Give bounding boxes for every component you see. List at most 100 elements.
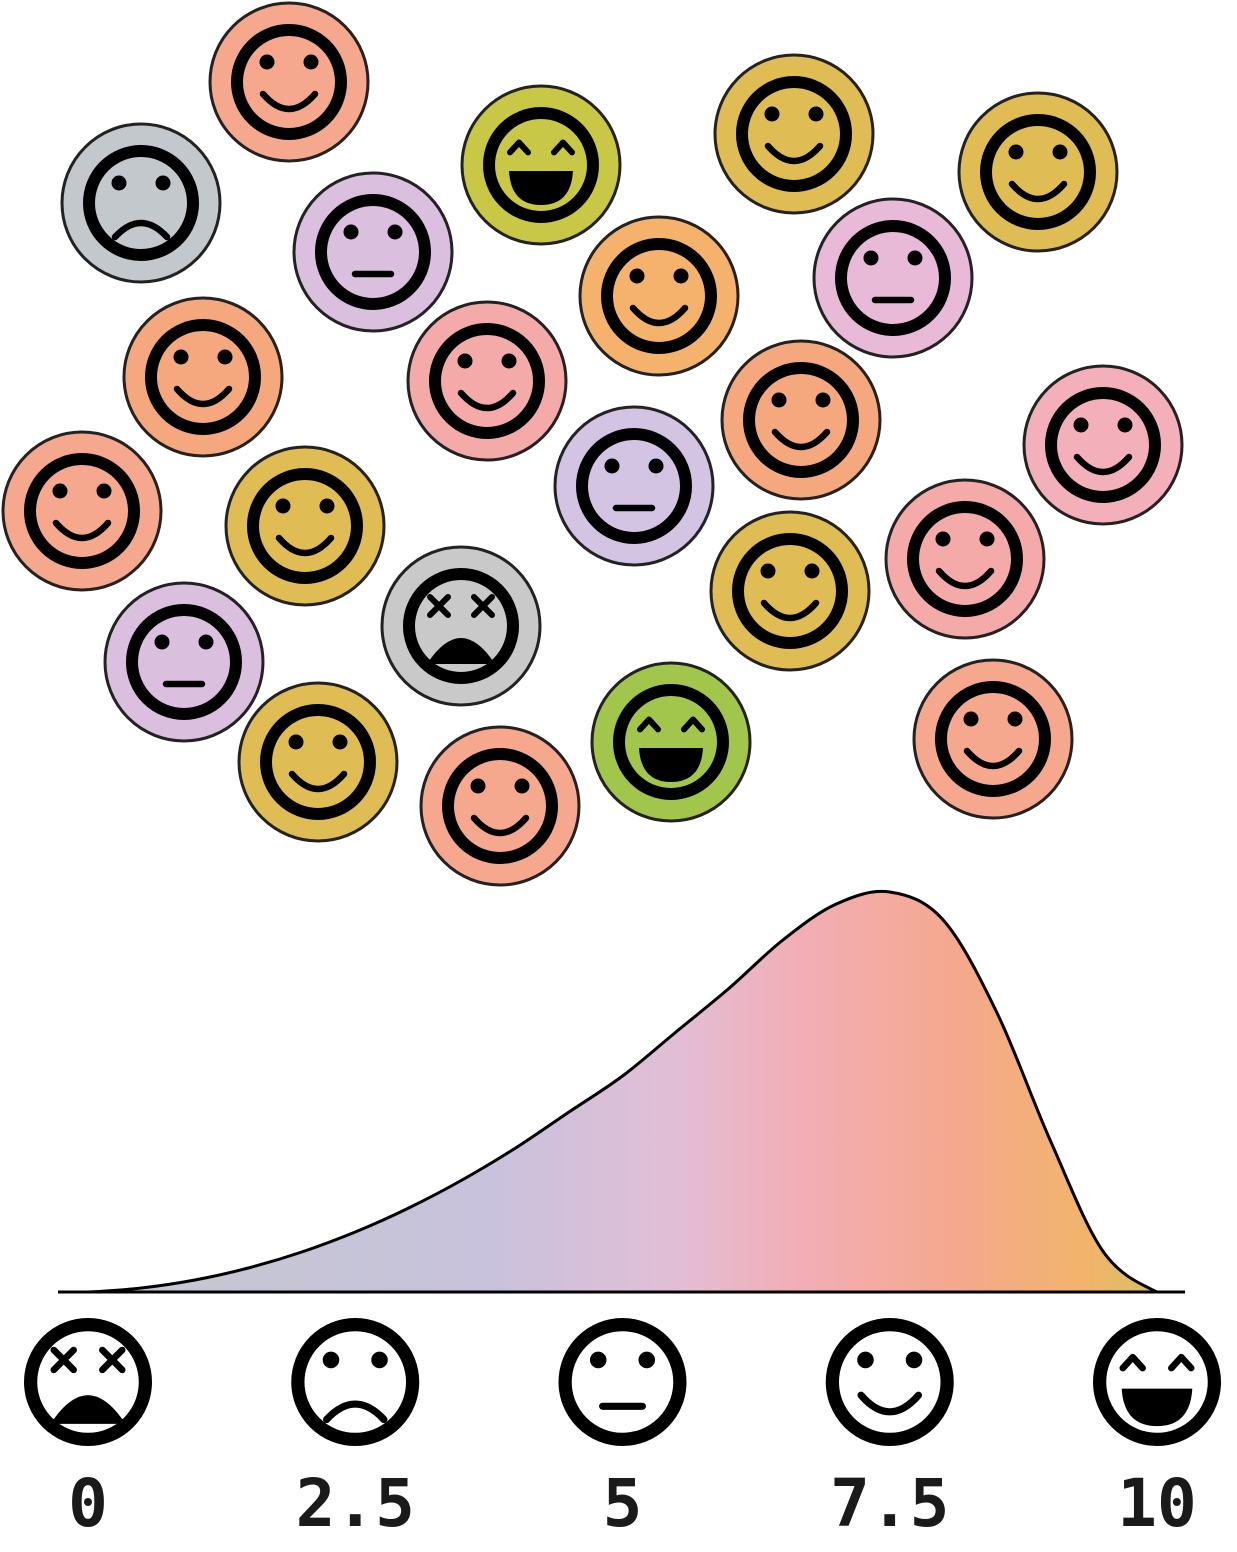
- rating-5-eye: [1052, 144, 1068, 160]
- rating-face-smile: [419, 725, 581, 887]
- rating-4-ring: [736, 76, 852, 192]
- rating-11-eye: [1073, 417, 1089, 433]
- rating-face-smile: [224, 445, 386, 607]
- rating-22-mouth: [963, 747, 1023, 770]
- rating-19-mouth: [288, 770, 348, 793]
- rating-0-ring: [231, 24, 347, 140]
- rating-12-eye: [96, 483, 112, 499]
- tick-2-eye: [589, 1351, 607, 1369]
- x-tick-label: 7.5: [830, 1465, 949, 1542]
- sad-face-icon: [291, 1318, 420, 1447]
- rating-9-eye: [457, 353, 473, 369]
- rating-7-ring: [835, 220, 951, 336]
- rating-10-eye: [771, 392, 787, 408]
- rating-20-eye: [470, 778, 486, 794]
- rating-19-eye: [288, 734, 304, 750]
- x-tick-label: 2.5: [296, 1465, 415, 1542]
- rating-16-ring: [732, 533, 848, 649]
- rating-3-ring: [483, 107, 599, 223]
- tick-4-caret-eye: [1119, 1353, 1146, 1372]
- rating-6-ring: [601, 238, 717, 354]
- rating-2-eye: [387, 224, 403, 240]
- tick-3-eye: [857, 1351, 874, 1369]
- tick-1-eye: [322, 1351, 340, 1369]
- neutral-face-icon: [558, 1318, 687, 1447]
- rating-16-mouth: [760, 599, 820, 622]
- rating-13-ring: [247, 468, 363, 584]
- tick-1-mouth: [322, 1400, 388, 1424]
- rating-face-neutral: [553, 405, 715, 567]
- rating-20-mouth: [470, 814, 530, 837]
- rating-10-ring: [743, 362, 859, 478]
- rating-face-smile: [713, 53, 875, 215]
- dead-face-icon: [23, 1318, 153, 1447]
- rating-15-eye: [935, 531, 951, 547]
- rating-0-eye: [303, 54, 319, 70]
- tick-2-eye: [638, 1351, 656, 1369]
- grin-face-icon: [1093, 1318, 1222, 1447]
- rating-18-ring: [403, 568, 519, 684]
- rating-9-ring: [429, 323, 545, 439]
- rating-17-eye: [198, 634, 214, 650]
- tick-3-eye: [905, 1351, 923, 1369]
- rating-14-eye: [648, 458, 664, 474]
- rating-13-eye: [275, 498, 291, 514]
- rating-18-x-eye: [427, 594, 451, 618]
- rating-8-eye: [217, 349, 233, 365]
- rating-face-neutral: [812, 197, 974, 359]
- rating-15-eye: [979, 531, 995, 547]
- rating-7-eye: [863, 250, 879, 266]
- rating-5-eye: [1008, 144, 1024, 160]
- tick-1-ring: [291, 1318, 420, 1447]
- rating-1-eye: [155, 175, 171, 191]
- rating-4-eye: [808, 106, 824, 122]
- rating-14-ring: [576, 428, 692, 544]
- tick-0-x-eye: [50, 1346, 77, 1374]
- rating-19-eye: [332, 734, 348, 750]
- rating-0-mouth: [259, 90, 319, 113]
- rating-20-ring: [442, 748, 558, 864]
- tick-2-ring: [558, 1318, 687, 1447]
- rating-face-smile: [208, 1, 370, 163]
- rating-21-caret-eye: [637, 716, 661, 733]
- tick-4-caret-eye: [1168, 1353, 1195, 1372]
- rating-6-mouth: [629, 304, 689, 327]
- rating-12-ring: [24, 453, 140, 569]
- rating-12-mouth: [52, 519, 112, 542]
- rating-1-mouth: [111, 219, 171, 241]
- rating-face-smile: [237, 681, 399, 843]
- rating-7-eye: [907, 250, 923, 266]
- rating-21-mouth: [639, 748, 703, 782]
- rating-face-smile: [884, 478, 1046, 640]
- rating-14-eye: [604, 458, 620, 474]
- rating-6-eye: [629, 268, 645, 284]
- rating-9-mouth: [457, 389, 517, 412]
- rating-face-smile: [122, 296, 284, 458]
- rating-face-smile: [1, 430, 163, 592]
- rating-20-eye: [514, 778, 530, 794]
- rating-13-mouth: [275, 534, 335, 557]
- rating-22-eye: [1007, 711, 1023, 727]
- rating-22-ring: [935, 681, 1051, 797]
- rating-19-ring: [260, 704, 376, 820]
- rating-face-smile: [709, 510, 871, 672]
- rating-9-eye: [501, 353, 517, 369]
- rating-2-ring: [315, 194, 431, 310]
- rating-faces-cloud: [1, 1, 1184, 887]
- rating-11-mouth: [1073, 453, 1133, 476]
- rating-1-ring: [83, 145, 199, 261]
- rating-4-mouth: [764, 142, 824, 165]
- rating-4-eye: [764, 106, 780, 122]
- smile-face-icon: [825, 1318, 954, 1447]
- rating-2-eye: [343, 224, 359, 240]
- rating-10-mouth: [771, 428, 831, 451]
- rating-17-ring: [126, 604, 242, 720]
- rating-12-eye: [52, 483, 68, 499]
- tick-0-x-eye: [99, 1346, 126, 1374]
- tick-0-ring: [23, 1318, 153, 1447]
- rating-8-eye: [173, 349, 189, 365]
- rating-face-smile: [1022, 364, 1184, 526]
- rating-face-neutral: [292, 171, 454, 333]
- rating-face-smile: [912, 658, 1074, 820]
